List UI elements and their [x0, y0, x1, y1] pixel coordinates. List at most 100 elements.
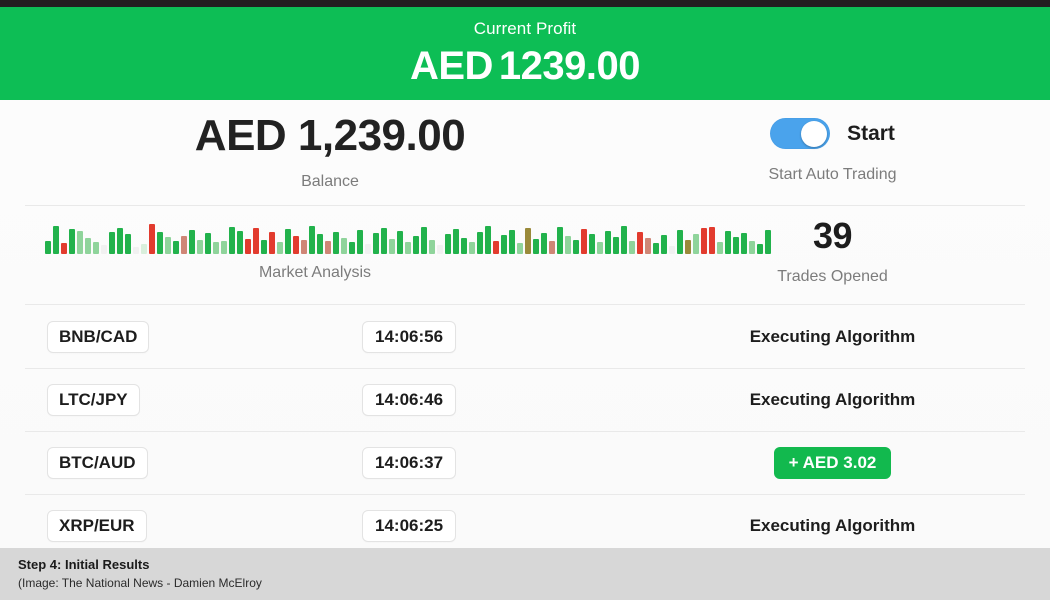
trades-opened-value: 39	[812, 215, 853, 256]
trade-time-chip: 14:06:25	[362, 509, 457, 542]
market-analysis-sparkline	[25, 216, 771, 254]
market-analysis-block: Market Analysis	[25, 216, 771, 281]
trade-row[interactable]: LTC/JPY 14:06:46 Executing Algorithm	[0, 368, 1050, 431]
market-analysis-bar	[293, 236, 299, 254]
footer-step-title: Step 4: Initial Results	[18, 557, 150, 572]
market-analysis-caption: Market Analysis	[258, 264, 372, 281]
trade-time-chip: 14:06:37	[362, 446, 457, 479]
market-analysis-bar	[333, 232, 339, 254]
current-profit-header: Current Profit AED 1239.00	[0, 7, 1050, 100]
auto-trading-toggle-label: Start	[847, 122, 895, 145]
market-analysis-bar	[69, 229, 75, 254]
market-analysis-bar	[277, 242, 283, 254]
market-analysis-bar	[285, 229, 291, 254]
market-analysis-bar	[749, 241, 755, 254]
market-analysis-bar	[45, 241, 51, 254]
market-analysis-bar	[125, 234, 131, 254]
current-profit-label: Current Profit	[473, 18, 577, 38]
trade-status-text: Executing Algorithm	[749, 327, 916, 346]
market-analysis-bar	[613, 237, 619, 254]
trades-opened-block: 39 Trades Opened	[640, 218, 1025, 285]
divider-1	[25, 205, 1025, 206]
market-analysis-bar	[93, 242, 99, 254]
market-analysis-bar	[237, 231, 243, 254]
market-analysis-bar	[157, 232, 163, 254]
toggle-knob-icon	[801, 120, 828, 147]
market-analysis-bar	[477, 232, 483, 254]
trade-row[interactable]: BTC/AUD 14:06:37 + AED 3.02	[0, 431, 1050, 494]
market-analysis-bar	[301, 240, 307, 254]
market-analysis-bar	[349, 242, 355, 254]
auto-trading-block: Start Start Auto Trading	[640, 118, 1025, 183]
market-analysis-bar	[205, 233, 211, 254]
market-analysis-bar	[589, 234, 595, 254]
market-analysis-bar	[701, 228, 707, 254]
market-analysis-bar	[733, 237, 739, 254]
market-analysis-bar	[573, 240, 579, 254]
market-analysis-bar	[397, 231, 403, 254]
market-analysis-bar	[509, 230, 515, 254]
auto-trading-toggle[interactable]	[770, 118, 831, 149]
trade-row[interactable]: BNB/CAD 14:06:56 Executing Algorithm	[0, 305, 1050, 368]
summary-row: AED 1,239.00 Balance Start Start Auto Tr…	[0, 100, 1050, 205]
auto-trading-toggle-line: Start	[640, 118, 1025, 149]
market-analysis-bar	[365, 244, 371, 254]
market-analysis-bar	[381, 228, 387, 254]
trade-profit-badge-label: + AED 3.02	[773, 446, 892, 479]
market-analysis-bar	[373, 233, 379, 254]
trade-pair-chip: XRP/EUR	[47, 509, 147, 542]
market-analysis-bar	[229, 227, 235, 254]
top-black-strip	[0, 0, 1050, 7]
market-analysis-bar	[669, 246, 675, 254]
market-analysis-bar	[133, 247, 139, 254]
market-analysis-bar	[517, 243, 523, 254]
market-analysis-bar	[445, 234, 451, 254]
market-analysis-bar	[173, 241, 179, 254]
market-analysis-bar	[485, 226, 491, 254]
market-analysis-bar	[765, 230, 771, 254]
trade-pair-chip: BNB/CAD	[47, 320, 150, 353]
market-analysis-bar	[317, 234, 323, 254]
market-analysis-bar	[533, 239, 539, 254]
market-analysis-bar	[77, 231, 83, 254]
market-analysis-bar	[101, 245, 107, 254]
market-analysis-bar	[253, 228, 259, 254]
market-analysis-bar	[141, 244, 147, 254]
trade-status-text: Executing Algorithm	[749, 516, 916, 535]
balance-block: AED 1,239.00 Balance	[25, 114, 635, 190]
market-analysis-bar	[181, 236, 187, 254]
trade-pair-chip: LTC/JPY	[47, 383, 140, 416]
market-analysis-bar	[549, 241, 555, 254]
market-analysis-bar	[637, 232, 643, 254]
market-analysis-bar	[109, 232, 115, 254]
trade-row[interactable]: XRP/EUR 14:06:25 Executing Algorithm	[0, 494, 1050, 557]
market-analysis-bar	[269, 232, 275, 254]
current-profit-currency: AED	[409, 43, 493, 88]
trade-status-text: Executing Algorithm	[749, 390, 916, 409]
market-analysis-bar	[357, 230, 363, 254]
market-analysis-bar	[261, 240, 267, 254]
market-analysis-bar	[189, 230, 195, 254]
market-analysis-bar	[429, 240, 435, 254]
divider-row	[25, 494, 1025, 495]
market-analysis-bar	[653, 243, 659, 254]
market-analysis-bar	[677, 230, 683, 254]
market-analysis-bar	[461, 238, 467, 254]
market-analysis-bar	[453, 229, 459, 254]
market-analysis-bar	[309, 226, 315, 254]
market-analysis-bar	[85, 238, 91, 254]
trade-time-chip: 14:06:46	[362, 383, 457, 416]
divider-row	[25, 368, 1025, 369]
market-analysis-bar	[741, 233, 747, 254]
market-analysis-bar	[221, 241, 227, 254]
market-analysis-bar	[557, 227, 563, 254]
market-analysis-bar	[413, 236, 419, 254]
market-analysis-bar	[245, 239, 251, 254]
analysis-row: Market Analysis 39 Trades Opened	[0, 206, 1050, 304]
footer-caption: Step 4: Initial Results (Image: The Nati…	[0, 548, 1050, 600]
market-analysis-bar	[629, 241, 635, 254]
current-profit-value: AED 1239.00	[409, 43, 641, 88]
market-analysis-bar	[213, 242, 219, 254]
market-analysis-bar	[661, 235, 667, 254]
